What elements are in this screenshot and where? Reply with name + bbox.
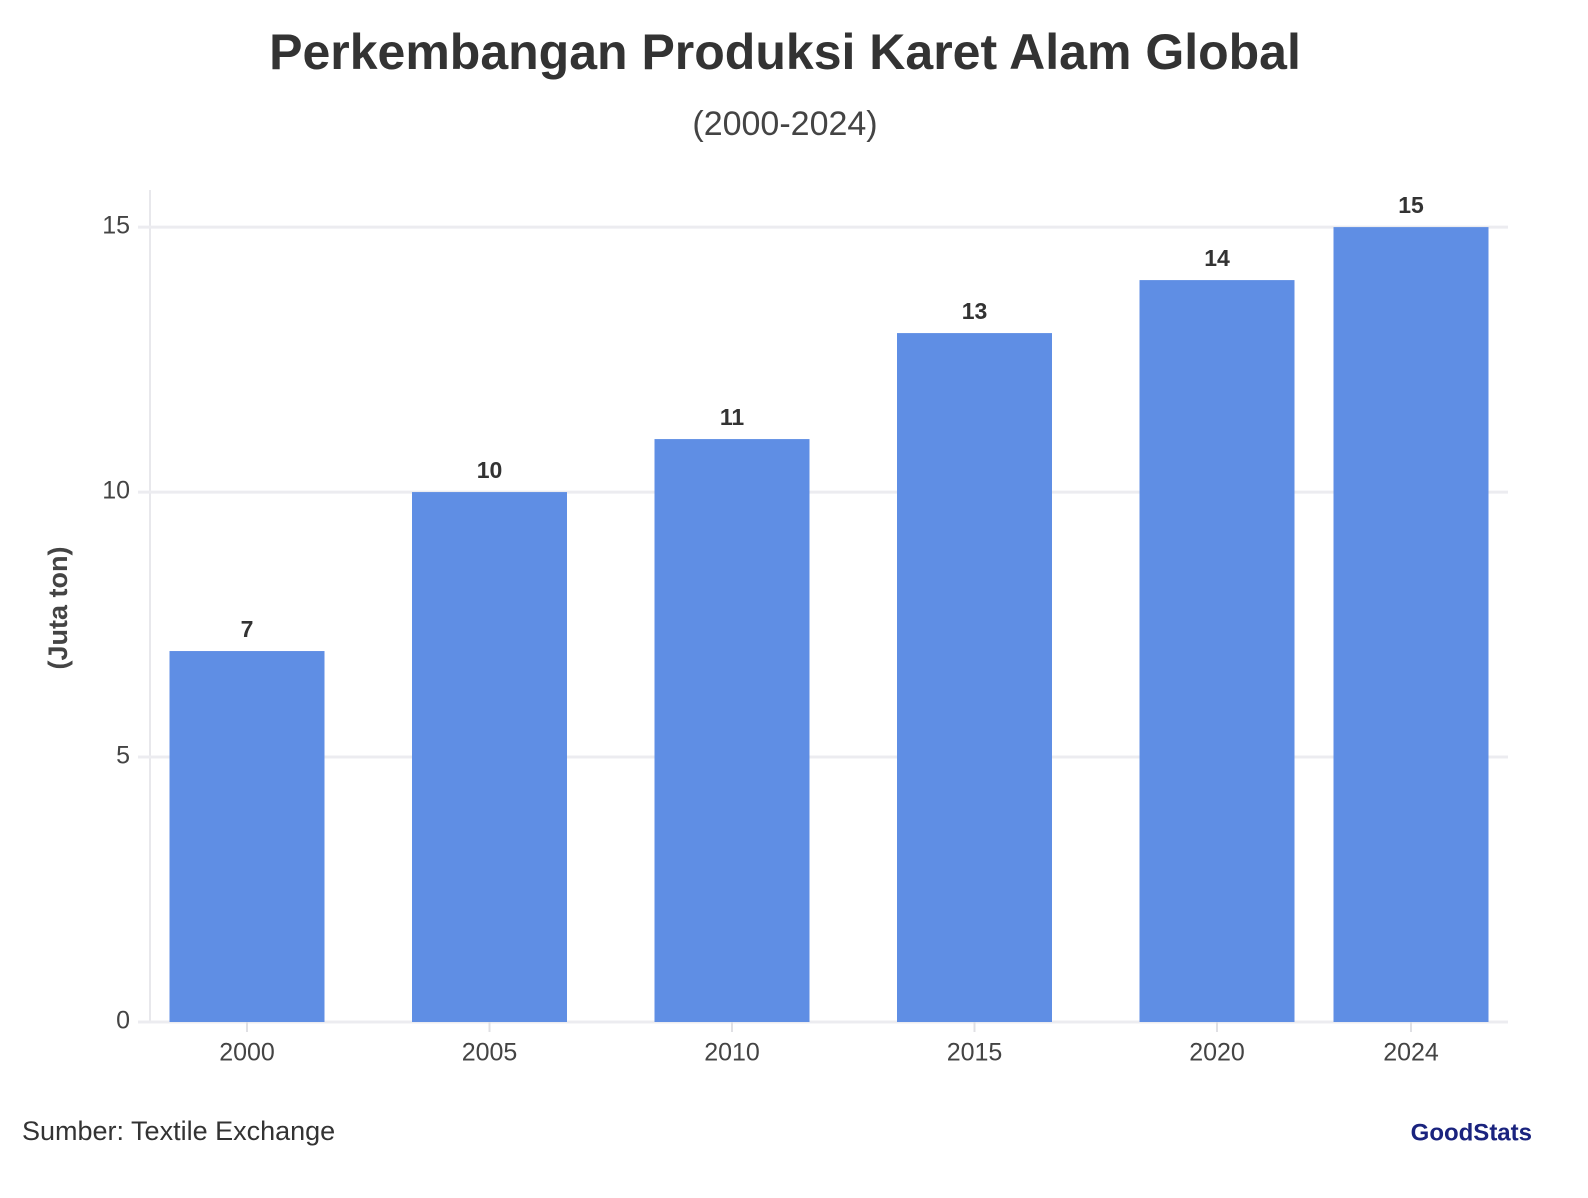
chart-title: Perkembangan Produksi Karet Alam Global (269, 24, 1301, 80)
x-tick-label: 2015 (947, 1039, 1003, 1067)
bar (412, 492, 567, 1022)
value-label: 7 (241, 616, 254, 642)
value-label: 14 (1204, 245, 1230, 271)
bar (897, 333, 1052, 1023)
bar (1333, 227, 1489, 1023)
y-tick-label: 5 (116, 742, 130, 770)
y-axis-label: (Juta ton) (43, 547, 73, 670)
value-label: 13 (962, 298, 988, 324)
chart-subtitle: (2000-2024) (692, 105, 877, 143)
source: Sumber: Textile Exchange (22, 1116, 335, 1146)
value-label: 10 (477, 457, 503, 483)
x-tick-label: 2024 (1383, 1039, 1439, 1067)
bar (1139, 280, 1295, 1022)
logo: GoodStats (1411, 1119, 1532, 1146)
bar (654, 439, 810, 1022)
x-tick-label: 2020 (1189, 1039, 1245, 1067)
y-tick-label: 0 (116, 1007, 130, 1035)
x-tick-label: 2005 (462, 1039, 518, 1067)
value-label: 15 (1398, 192, 1424, 218)
x-tick-label: 2010 (704, 1039, 760, 1067)
bar (169, 651, 325, 1022)
value-label: 11 (720, 404, 745, 430)
y-tick-label: 15 (102, 212, 130, 240)
y-tick-label: 10 (102, 477, 130, 505)
x-tick-label: 2000 (219, 1039, 275, 1067)
